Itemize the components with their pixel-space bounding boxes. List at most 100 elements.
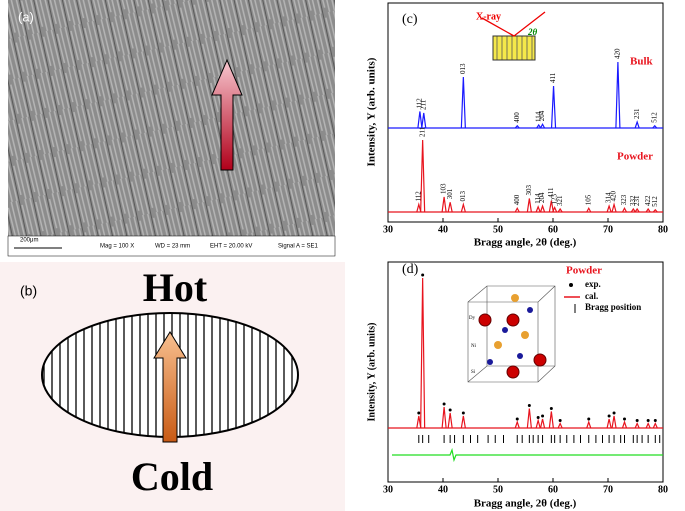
sample-inset: [492, 35, 536, 61]
legend-entry: cal.: [585, 291, 598, 301]
hot-label: Hot: [143, 265, 208, 310]
crystal-inset: [467, 285, 556, 383]
x-tick-label: 60: [548, 224, 558, 235]
observed-point: [461, 411, 465, 415]
peak: [652, 124, 658, 129]
peak: [630, 207, 636, 213]
peak-label: 400: [513, 112, 521, 123]
peak-label: 013: [459, 191, 467, 202]
peak: [447, 202, 453, 213]
series-label: Powder: [617, 151, 653, 163]
y-axis-label: Intensity, Y (arb. units): [366, 323, 377, 422]
peak: [460, 76, 466, 129]
panel-label: (a): [18, 9, 34, 24]
panel-label: (d): [402, 262, 419, 277]
peak-label: 411: [547, 187, 555, 198]
x-tick-label: 30: [383, 484, 393, 495]
calculated-peak: [526, 408, 532, 429]
peak: [420, 139, 426, 213]
observed-point: [558, 419, 562, 422]
atom-label: Ni: [471, 344, 477, 349]
peak-label: 301: [446, 188, 454, 199]
x-tick-label: 80: [658, 484, 668, 495]
peak: [634, 207, 640, 213]
peak-label: 422: [644, 195, 652, 206]
peak: [514, 124, 520, 129]
observed-point: [612, 411, 616, 415]
observed-point: [587, 417, 591, 421]
peak-label: 303: [525, 185, 533, 196]
x-tick-label: 60: [548, 484, 558, 495]
calculated-peak: [535, 418, 541, 429]
peak-label: 103: [440, 183, 448, 194]
peak-label: 114: [534, 193, 542, 204]
legend-marker: [569, 283, 573, 287]
peak-label: 314: [605, 192, 613, 203]
observed-point: [549, 407, 553, 410]
legend-entry: exp.: [585, 279, 601, 289]
axes-frame: [387, 261, 664, 483]
peak-label: 512: [651, 196, 659, 207]
calculated-peak: [611, 415, 617, 429]
series-label: Bulk: [630, 56, 654, 68]
calculated-peak: [557, 422, 563, 429]
panel-label: (c): [402, 12, 418, 27]
peak-label: 321: [556, 195, 564, 206]
calculated-peak: [447, 412, 453, 429]
peak-label: 123: [550, 194, 558, 205]
xray-path: [481, 11, 546, 37]
peak-label: 411: [549, 72, 557, 83]
calculated-peak: [634, 422, 640, 429]
calculated-peak: [621, 420, 628, 429]
peak: [621, 206, 628, 213]
observed-point: [442, 402, 446, 406]
x-tick-label: 50: [493, 484, 503, 495]
atom-label: Si: [471, 370, 476, 375]
peak: [652, 208, 658, 213]
peak: [611, 202, 617, 213]
y-axis-label: Intensity, Y (arb. units): [366, 57, 378, 166]
peak: [540, 122, 546, 129]
peak: [539, 204, 546, 213]
sem-image: [8, 0, 335, 236]
x-tick-label: 70: [603, 224, 613, 235]
peak: [548, 200, 554, 213]
observed-point: [417, 411, 421, 415]
peak-label: 231: [633, 108, 641, 119]
observed-point: [653, 419, 657, 422]
peak: [552, 206, 558, 213]
peak-label: 204: [538, 110, 546, 121]
peak-label: 112: [414, 191, 422, 202]
peak: [606, 204, 612, 213]
legend-entry: Bragg position: [585, 302, 641, 312]
peak: [441, 196, 447, 213]
calculated-peak: [460, 415, 466, 429]
peak-label: 231: [633, 195, 641, 206]
peak: [536, 123, 542, 129]
sem-info: Mag = 100 X: [100, 244, 134, 250]
calculated-peak: [652, 422, 658, 429]
x-tick-label: 80: [658, 224, 668, 235]
peak-label: 211: [418, 126, 426, 137]
peak-label: 323: [620, 194, 628, 205]
atom-label: Dy: [469, 316, 476, 321]
peak: [586, 206, 592, 213]
x-tick-label: 50: [493, 224, 503, 235]
difference-curve: [392, 447, 663, 463]
x-tick-label: 40: [438, 224, 448, 235]
peak-label: 105: [584, 194, 592, 205]
calculated-peak: [514, 420, 520, 429]
peak-label: 420: [610, 191, 618, 202]
peak-label: 332: [629, 195, 637, 206]
peak-label: 114: [534, 111, 542, 122]
peak: [514, 206, 520, 213]
peak: [557, 207, 563, 213]
arrow: [211, 58, 243, 171]
peak-label: 420: [614, 48, 622, 59]
legend-title: Powder: [566, 265, 602, 277]
axes-frame: [387, 2, 664, 223]
x-tick-label: 70: [603, 484, 613, 495]
sem-info: WD = 23 mm: [155, 244, 190, 250]
